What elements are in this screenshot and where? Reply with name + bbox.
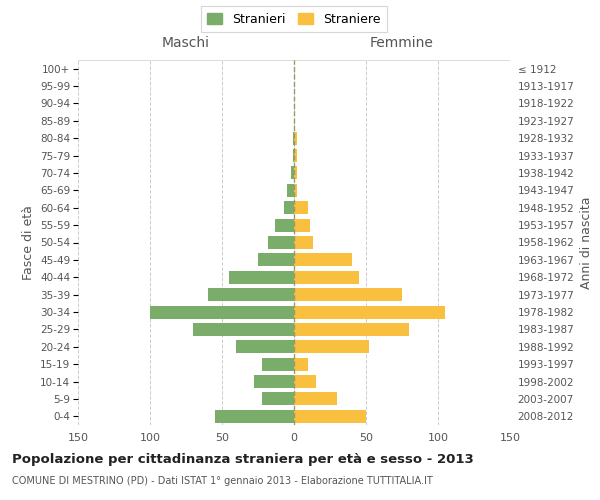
Bar xyxy=(294,270,359,284)
Bar xyxy=(294,410,366,423)
Bar xyxy=(293,132,294,144)
Bar xyxy=(229,270,294,284)
Bar xyxy=(294,288,402,301)
Bar xyxy=(294,323,409,336)
Bar xyxy=(294,375,316,388)
Bar xyxy=(293,149,294,162)
Bar xyxy=(294,358,308,370)
Bar xyxy=(294,340,369,353)
Text: Femmine: Femmine xyxy=(370,36,434,50)
Text: Popolazione per cittadinanza straniera per età e sesso - 2013: Popolazione per cittadinanza straniera p… xyxy=(12,452,474,466)
Bar xyxy=(287,184,294,197)
Bar xyxy=(294,236,313,249)
Bar xyxy=(294,166,297,179)
Bar xyxy=(236,340,294,353)
Bar xyxy=(208,288,294,301)
Bar xyxy=(262,392,294,406)
Bar xyxy=(294,149,297,162)
Bar xyxy=(254,375,294,388)
Bar xyxy=(215,410,294,423)
Y-axis label: Fasce di età: Fasce di età xyxy=(22,205,35,280)
Bar xyxy=(294,132,297,144)
Bar xyxy=(294,254,352,266)
Bar xyxy=(262,358,294,370)
Bar xyxy=(150,306,294,318)
Bar xyxy=(294,392,337,406)
Y-axis label: Anni di nascita: Anni di nascita xyxy=(580,196,593,289)
Text: COMUNE DI MESTRINO (PD) - Dati ISTAT 1° gennaio 2013 - Elaborazione TUTTITALIA.I: COMUNE DI MESTRINO (PD) - Dati ISTAT 1° … xyxy=(12,476,433,486)
Bar xyxy=(294,184,297,197)
Legend: Stranieri, Straniere: Stranieri, Straniere xyxy=(201,6,387,32)
Bar xyxy=(284,201,294,214)
Text: Maschi: Maschi xyxy=(162,36,210,50)
Bar xyxy=(268,236,294,249)
Bar xyxy=(258,254,294,266)
Bar xyxy=(291,166,294,179)
Bar xyxy=(193,323,294,336)
Bar xyxy=(294,306,445,318)
Bar xyxy=(294,201,308,214)
Bar xyxy=(294,218,310,232)
Bar xyxy=(275,218,294,232)
